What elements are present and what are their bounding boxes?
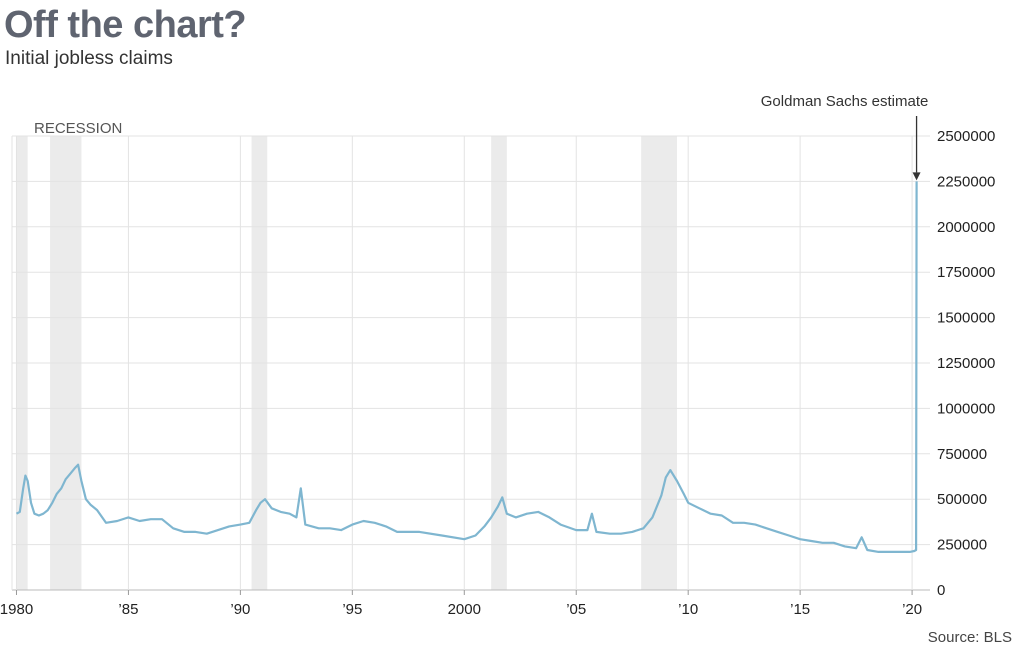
x-tick-label-4: 2000 [448, 601, 481, 618]
y-tick-label-9: 2250000 [937, 173, 995, 190]
y-tick-label-10: 2500000 [937, 128, 995, 145]
annotation-group: Goldman Sachs estimate [761, 93, 929, 181]
series-group [15, 181, 918, 553]
y-tick-label-4: 1000000 [937, 400, 995, 417]
chart-title: Off the chart? [4, 4, 247, 46]
chart-subtitle: Initial jobless claims [5, 48, 173, 69]
y-tick-label-2: 500000 [937, 491, 987, 508]
x-tick-label-0: 1980 [0, 601, 33, 618]
annotation-text: Goldman Sachs estimate [761, 93, 929, 110]
x-tick-label-7: ’15 [790, 601, 810, 618]
y-tick-label-5: 1250000 [937, 355, 995, 372]
recession-label: RECESSION [34, 120, 122, 137]
source-note: Source: BLS [927, 629, 1012, 646]
y-tick-label-3: 750000 [937, 446, 987, 463]
y-axis-ticks: 0 250000 500000 750000 1000000 1250000 1500000… [937, 128, 995, 599]
x-axis-ticks: 1980 ’85 ’90 ’95 2000 ’05 ’10 ’15 ’20 [0, 590, 922, 618]
gridlines [11, 135, 930, 591]
x-tick-label-1: ’85 [118, 601, 138, 618]
x-tick-label-3: ’95 [342, 601, 362, 618]
y-tick-label-0: 0 [937, 582, 945, 599]
x-tick-label-8: ’20 [902, 601, 922, 618]
y-tick-label-6: 1500000 [937, 310, 995, 327]
x-tick-label-2: ’90 [230, 601, 250, 618]
y-tick-label-1: 250000 [937, 537, 987, 554]
series-line-0 [15, 181, 918, 553]
x-tick-label-5: ’05 [566, 601, 586, 618]
x-tick-label-6: ’10 [678, 601, 698, 618]
y-tick-label-7: 1750000 [937, 264, 995, 281]
y-tick-label-8: 2000000 [937, 219, 995, 236]
annotation-arrow-head [912, 172, 921, 181]
